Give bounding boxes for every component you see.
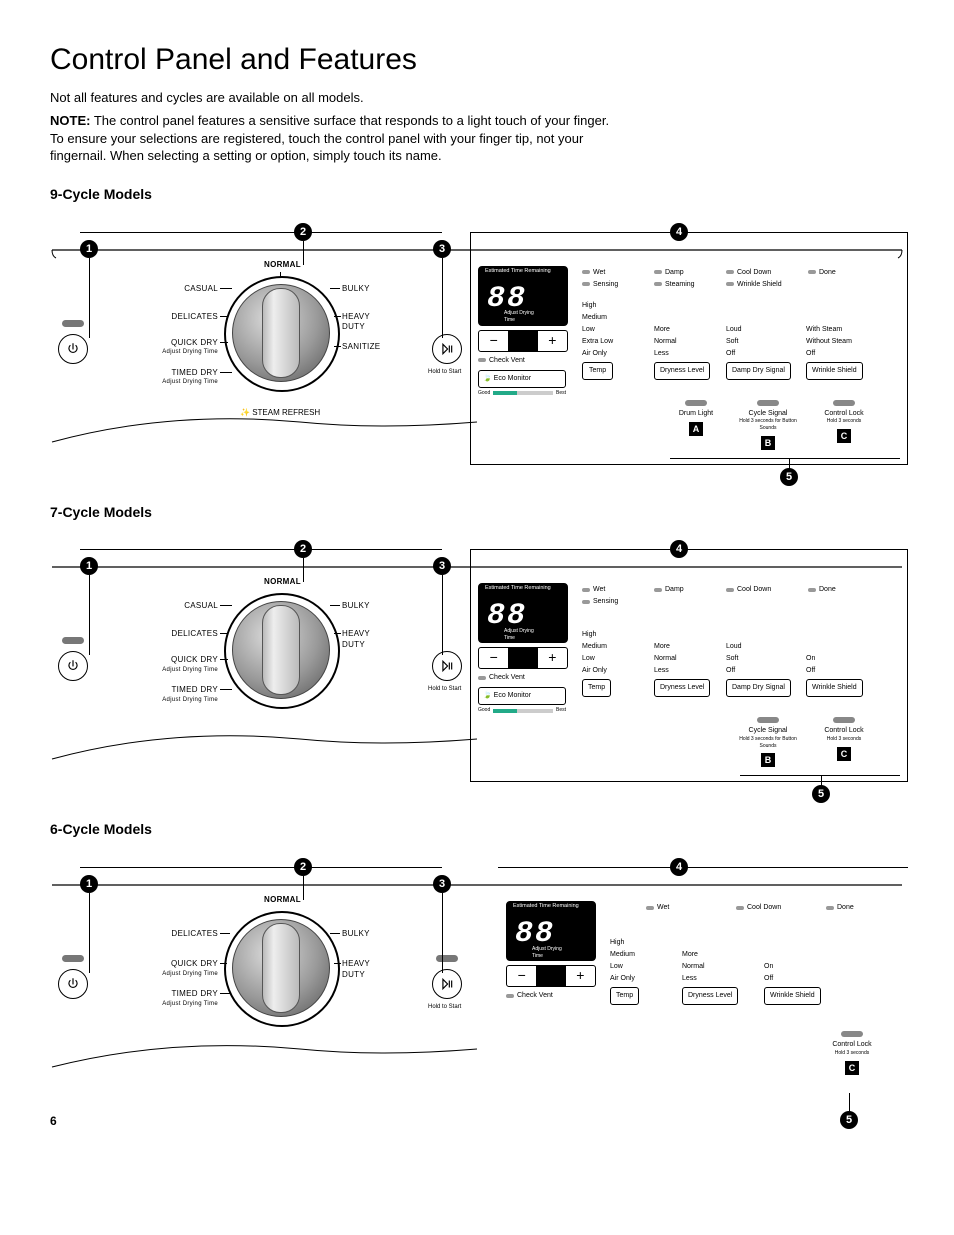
cycle-heavyduty: HEAVYDUTY	[342, 312, 370, 334]
signal-options: LoudSoftOff Damp Dry Signal	[726, 324, 791, 380]
cycle-timeddry: TIMED DRYAdjust Drying Time	[158, 368, 218, 387]
cycle-dial-area: NORMAL CASUAL DELICATES QUICK DRYAdjust …	[120, 246, 440, 446]
figure-9cycle: 1 2 3 4 5 NORMAL CASUAL	[50, 208, 904, 463]
callout-1: 1	[80, 240, 98, 258]
power-icon	[66, 342, 80, 356]
power-icon	[66, 977, 80, 991]
heading-6cycle: 6-Cycle Models	[50, 820, 904, 839]
heading-7cycle: 7-Cycle Models	[50, 503, 904, 522]
callout-3: 3	[433, 240, 451, 258]
check-vent-indicator: Check Vent	[478, 356, 525, 365]
note-text: NOTE: The control panel features a sensi…	[50, 112, 610, 165]
note-body: The control panel features a sensitive s…	[50, 113, 609, 163]
callout-5: 5	[780, 468, 798, 486]
page-title: Control Panel and Features	[50, 40, 904, 81]
control-lock[interactable]: Control LockHold 3 seconds C	[814, 717, 874, 760]
control-lock[interactable]: Control LockHold 3 seconds C	[822, 1031, 882, 1074]
cycle-knob[interactable]	[224, 276, 336, 388]
temp-button[interactable]: Temp	[582, 362, 613, 380]
figure-7cycle: 1 2 3 4 5 NORMAL CASUAL DELICATES QUICK …	[50, 525, 904, 780]
cycle-casual: CASUAL	[170, 284, 218, 295]
cycle-bulky: BULKY	[342, 284, 370, 295]
start-pause-button[interactable]	[432, 334, 462, 364]
page-number: 6	[50, 1113, 904, 1129]
cycle-signal[interactable]: Cycle SignalHold 3 seconds for Button So…	[738, 400, 798, 450]
cycle-quickdry: QUICK DRYAdjust Drying Time	[158, 338, 218, 357]
play-pause-icon	[440, 659, 454, 673]
callout-4: 4	[670, 223, 688, 241]
cycle-steamrefresh: ✨ STEAM REFRESH	[240, 408, 320, 419]
callout-2: 2	[294, 223, 312, 241]
plus-button[interactable]: +	[538, 331, 567, 351]
wrinkle-button[interactable]: Wrinkle Shield	[806, 362, 863, 380]
cycle-sanitize: SANITIZE	[342, 342, 380, 353]
drum-light[interactable]: Drum Light A	[666, 400, 726, 436]
play-pause-icon	[440, 342, 454, 356]
heading-9cycle: 9-Cycle Models	[50, 185, 904, 204]
time-display: Estimated Time Remaining 88 Adjust Dryin…	[478, 266, 568, 326]
cycle-knob[interactable]	[224, 593, 336, 705]
eco-monitor: 🍃 Eco Monitor	[478, 370, 566, 388]
power-touch-indicator	[62, 320, 84, 327]
figure-6cycle: 1 2 3 4 5 NORMAL DELICATES QUICK DRYAdju…	[50, 843, 904, 1083]
display-area: Estimated Time Remaining 88 Adjust Dryin…	[478, 266, 898, 436]
minus-button[interactable]: −	[479, 331, 508, 351]
dampdry-button[interactable]: Damp Dry Signal	[726, 362, 791, 380]
dryness-button[interactable]: Dryness Level	[654, 362, 710, 380]
steam-options: With SteamWithout SteamOff Wrinkle Shiel…	[806, 324, 863, 380]
cycle-normal: NORMAL	[264, 260, 301, 271]
time-adjust[interactable]: − +	[478, 330, 568, 352]
intro-text: Not all features and cycles are availabl…	[50, 89, 610, 107]
power-button[interactable]	[58, 334, 88, 364]
play-pause-icon	[440, 977, 454, 991]
cycle-knob[interactable]	[224, 911, 336, 1023]
cycle-delicates: DELICATES	[158, 312, 218, 323]
temp-options: HighMediumLowExtra LowAir Only Temp	[582, 300, 613, 380]
hold-to-start-label: Hold to Start	[428, 368, 461, 376]
power-icon	[66, 659, 80, 673]
control-lock[interactable]: Control LockHold 3 seconds C	[814, 400, 874, 443]
dryness-options: MoreNormalLess Dryness Level	[654, 324, 710, 380]
note-label: NOTE:	[50, 113, 90, 128]
cycle-signal[interactable]: Cycle SignalHold 3 seconds for Button So…	[738, 717, 798, 767]
